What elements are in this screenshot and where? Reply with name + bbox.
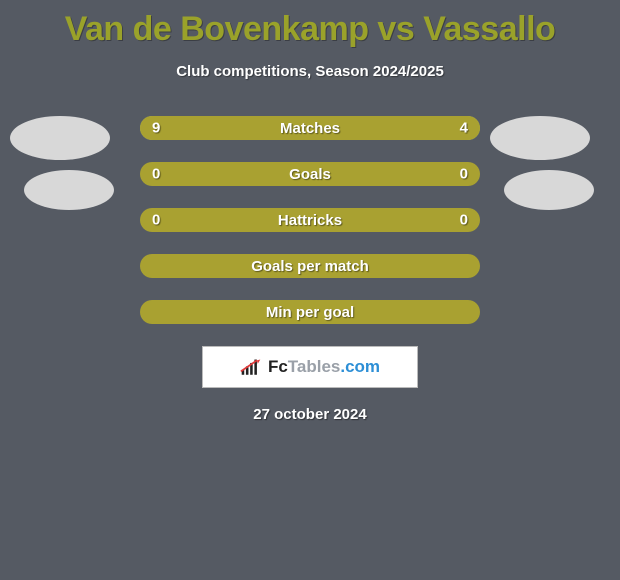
logo-text: FcTables.com [268, 357, 380, 377]
stat-row-goals-per-match: Goals per match [140, 254, 480, 278]
stat-row-matches: 9 Matches 4 [140, 116, 480, 140]
logo-text-dotcom: .com [340, 357, 380, 376]
stat-row-min-per-goal: Min per goal [140, 300, 480, 324]
logo-text-tables: Tables [288, 357, 341, 376]
stat-row-hattricks: 0 Hattricks 0 [140, 208, 480, 232]
stat-value-right: 0 [460, 166, 468, 183]
stat-label: Hattricks [278, 212, 342, 229]
stat-label: Matches [280, 120, 340, 137]
stats-container: 9 Matches 4 0 Goals 0 0 Hattricks 0 Goal… [0, 116, 620, 324]
stat-label: Goals per match [251, 258, 369, 275]
stat-label: Goals [289, 166, 331, 183]
date-text: 27 october 2024 [0, 406, 620, 423]
stat-value-left: 9 [152, 120, 160, 137]
subtitle: Club competitions, Season 2024/2025 [0, 63, 620, 80]
page-title: Van de Bovenkamp vs Vassallo [0, 0, 620, 49]
bar-chart-icon [240, 356, 262, 378]
fctables-logo[interactable]: FcTables.com [202, 346, 418, 388]
stat-value-left: 0 [152, 212, 160, 229]
stat-label: Min per goal [266, 304, 354, 321]
stat-value-left: 0 [152, 166, 160, 183]
logo-text-fc: Fc [268, 357, 288, 376]
stat-row-goals: 0 Goals 0 [140, 162, 480, 186]
stat-value-right: 4 [460, 120, 468, 137]
stat-value-right: 0 [460, 212, 468, 229]
